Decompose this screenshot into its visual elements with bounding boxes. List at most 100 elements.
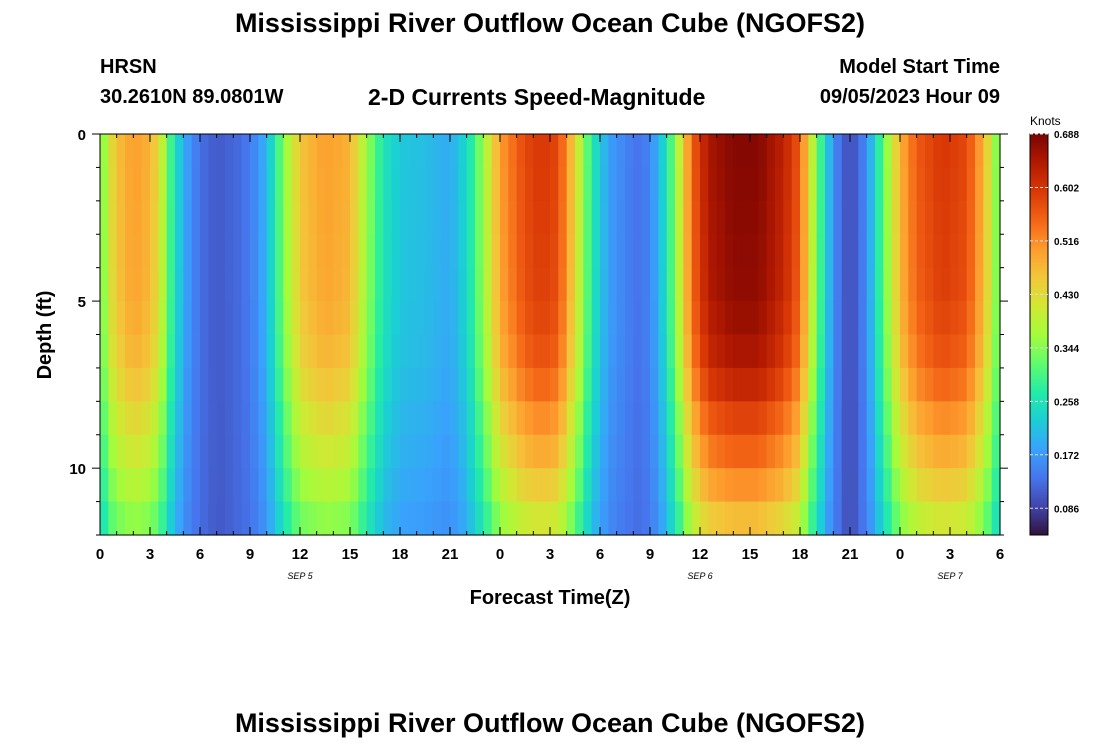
heatmap-cell	[150, 468, 159, 503]
heatmap-cell	[833, 267, 843, 302]
heatmap-cell	[833, 234, 843, 269]
heatmap-cell	[550, 501, 559, 536]
heatmap-cell	[641, 234, 651, 269]
heatmap-cell	[616, 301, 626, 336]
heatmap-cell	[425, 367, 434, 402]
heatmap-cell	[258, 267, 268, 302]
heatmap-cell	[683, 134, 693, 169]
heatmap-cell	[841, 200, 851, 235]
x-tick-label: 6	[996, 546, 1004, 563]
heatmap-cell	[166, 200, 176, 235]
heatmap-cell	[233, 267, 243, 302]
x-tick-label: 12	[692, 546, 709, 563]
heatmap-cell	[950, 234, 959, 269]
heatmap-cell	[825, 501, 834, 536]
heatmap-cell	[625, 267, 634, 302]
heatmap-cell	[866, 367, 876, 402]
heatmap-cell	[133, 200, 143, 235]
heatmap-cell	[608, 234, 618, 269]
heatmap-cell	[941, 301, 951, 336]
heatmap-cell	[150, 267, 159, 302]
heatmap-cell	[816, 401, 826, 436]
heatmap-cell	[350, 267, 359, 302]
heatmap-cell	[258, 301, 268, 336]
heatmap-cell	[391, 367, 401, 402]
heatmap-cell	[616, 401, 626, 436]
heatmap-cell	[125, 401, 134, 436]
heatmap-cell	[258, 167, 268, 202]
heatmap-cell	[175, 367, 184, 402]
heatmap-cell	[425, 234, 434, 269]
heatmap-cell	[683, 267, 693, 302]
heatmap-cell	[641, 401, 651, 436]
heatmap-cell	[575, 468, 584, 503]
heatmap-cell	[416, 167, 426, 202]
heatmap-cell	[450, 468, 459, 503]
heatmap-cell	[166, 434, 176, 469]
heatmap-cell	[383, 200, 393, 235]
heatmap-cell	[241, 134, 251, 169]
heatmap-cell	[700, 401, 709, 436]
heatmap-cell	[250, 167, 259, 202]
heatmap-cell	[416, 334, 426, 369]
heatmap-cell	[683, 401, 693, 436]
heatmap-cell	[791, 200, 801, 235]
heatmap-cell	[791, 234, 801, 269]
heatmap-cell	[100, 334, 109, 369]
heatmap-cell	[875, 434, 884, 469]
heatmap-cell	[525, 367, 534, 402]
heatmap-cell	[858, 401, 868, 436]
heatmap-cell	[341, 167, 351, 202]
heatmap-cell	[458, 200, 468, 235]
heatmap-cell	[375, 234, 384, 269]
heatmap-cell	[633, 434, 643, 469]
model-start-label: Model Start Time	[839, 56, 1000, 78]
heatmap-cell	[183, 267, 193, 302]
heatmap-cell	[108, 501, 118, 536]
heatmap-cell	[541, 167, 551, 202]
heatmap-cell	[858, 434, 868, 469]
heatmap-cell	[241, 401, 251, 436]
heatmap-cell	[450, 434, 459, 469]
heatmap-cell	[708, 267, 718, 302]
heatmap-cell	[333, 401, 343, 436]
heatmap-cell	[933, 134, 943, 169]
heatmap-cell	[658, 234, 668, 269]
heatmap-cell	[141, 367, 151, 402]
heatmap-cell	[150, 167, 159, 202]
heatmap-cell	[458, 167, 468, 202]
heatmap-cell	[375, 301, 384, 336]
heatmap-cell	[975, 267, 984, 302]
heatmap-cell	[816, 501, 826, 536]
heatmap-cell	[425, 334, 434, 369]
heatmap-cell	[516, 401, 526, 436]
heatmap-cell	[658, 334, 668, 369]
heatmap-cell	[866, 434, 876, 469]
heatmap-cell	[233, 167, 243, 202]
heatmap-cell	[358, 234, 368, 269]
heatmap-cell	[133, 501, 143, 536]
heatmap-cell	[158, 468, 168, 503]
heatmap-cell	[116, 434, 126, 469]
heatmap-cell	[108, 367, 118, 402]
heatmap-cell	[758, 501, 768, 536]
heatmap-cell	[266, 301, 276, 336]
heatmap-cell	[908, 134, 918, 169]
date-labels: SEP 5 SEP 6 SEP 7	[287, 571, 963, 581]
heatmap-cell	[683, 434, 693, 469]
heatmap-cell	[500, 367, 509, 402]
heatmap-cell	[925, 501, 934, 536]
heatmap-cell	[575, 167, 584, 202]
heatmap-cell	[483, 434, 493, 469]
heatmap-cell	[575, 134, 584, 169]
heatmap-cell	[158, 234, 168, 269]
heatmap-cell	[733, 234, 743, 269]
heatmap-cell	[308, 134, 318, 169]
heatmap-cell	[175, 401, 184, 436]
heatmap-cell	[966, 200, 976, 235]
heatmap-cell	[150, 301, 159, 336]
heatmap-cell	[858, 267, 868, 302]
heatmap-cell	[425, 468, 434, 503]
heatmap-cell	[300, 468, 309, 503]
heatmap-cell	[383, 167, 393, 202]
